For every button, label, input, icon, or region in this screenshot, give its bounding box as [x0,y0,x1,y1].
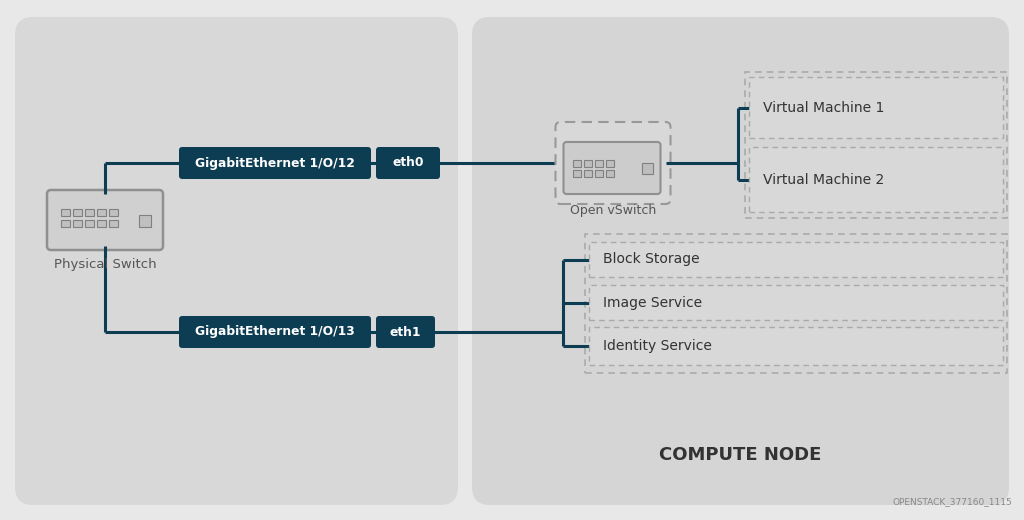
Bar [97,209,106,216]
FancyBboxPatch shape [749,77,1002,138]
Text: Physical Switch: Physical Switch [53,258,157,271]
FancyBboxPatch shape [15,17,458,505]
Text: GigabitEthernet 1/O/12: GigabitEthernet 1/O/12 [195,157,355,170]
FancyBboxPatch shape [472,17,1009,505]
FancyBboxPatch shape [749,147,1002,212]
Bar [605,170,613,176]
Bar [595,170,602,176]
Bar [73,220,82,227]
FancyBboxPatch shape [179,316,371,348]
FancyBboxPatch shape [555,122,671,204]
FancyBboxPatch shape [47,190,163,250]
Text: COMPUTE NODE: COMPUTE NODE [658,446,821,464]
FancyBboxPatch shape [589,242,1002,277]
Bar [572,170,581,176]
FancyBboxPatch shape [376,147,440,179]
Bar [109,209,118,216]
Text: eth0: eth0 [392,157,424,170]
Text: OPENSTACK_377160_1115: OPENSTACK_377160_1115 [892,497,1012,506]
FancyBboxPatch shape [589,327,1002,365]
Bar [584,160,592,166]
Bar [97,220,106,227]
Text: Image Service: Image Service [603,295,702,309]
Bar [73,209,82,216]
Bar [85,220,94,227]
Bar [109,220,118,227]
Text: Identity Service: Identity Service [603,339,712,353]
Bar [61,220,70,227]
FancyBboxPatch shape [563,142,660,194]
Bar [605,160,613,166]
Bar [595,160,602,166]
Bar [641,163,652,174]
Text: Open vSwitch: Open vSwitch [570,204,656,217]
Bar [572,160,581,166]
FancyBboxPatch shape [376,316,435,348]
Text: Virtual Machine 2: Virtual Machine 2 [763,173,885,187]
Text: Virtual Machine 1: Virtual Machine 1 [763,100,885,114]
FancyBboxPatch shape [589,285,1002,320]
FancyBboxPatch shape [585,234,1007,373]
Bar [85,209,94,216]
Bar [139,215,151,227]
Bar [584,170,592,176]
Text: GigabitEthernet 1/O/13: GigabitEthernet 1/O/13 [196,326,355,339]
Text: eth1: eth1 [390,326,421,339]
Bar [61,209,70,216]
Text: Block Storage: Block Storage [603,253,699,266]
FancyBboxPatch shape [179,147,371,179]
FancyBboxPatch shape [745,72,1007,218]
